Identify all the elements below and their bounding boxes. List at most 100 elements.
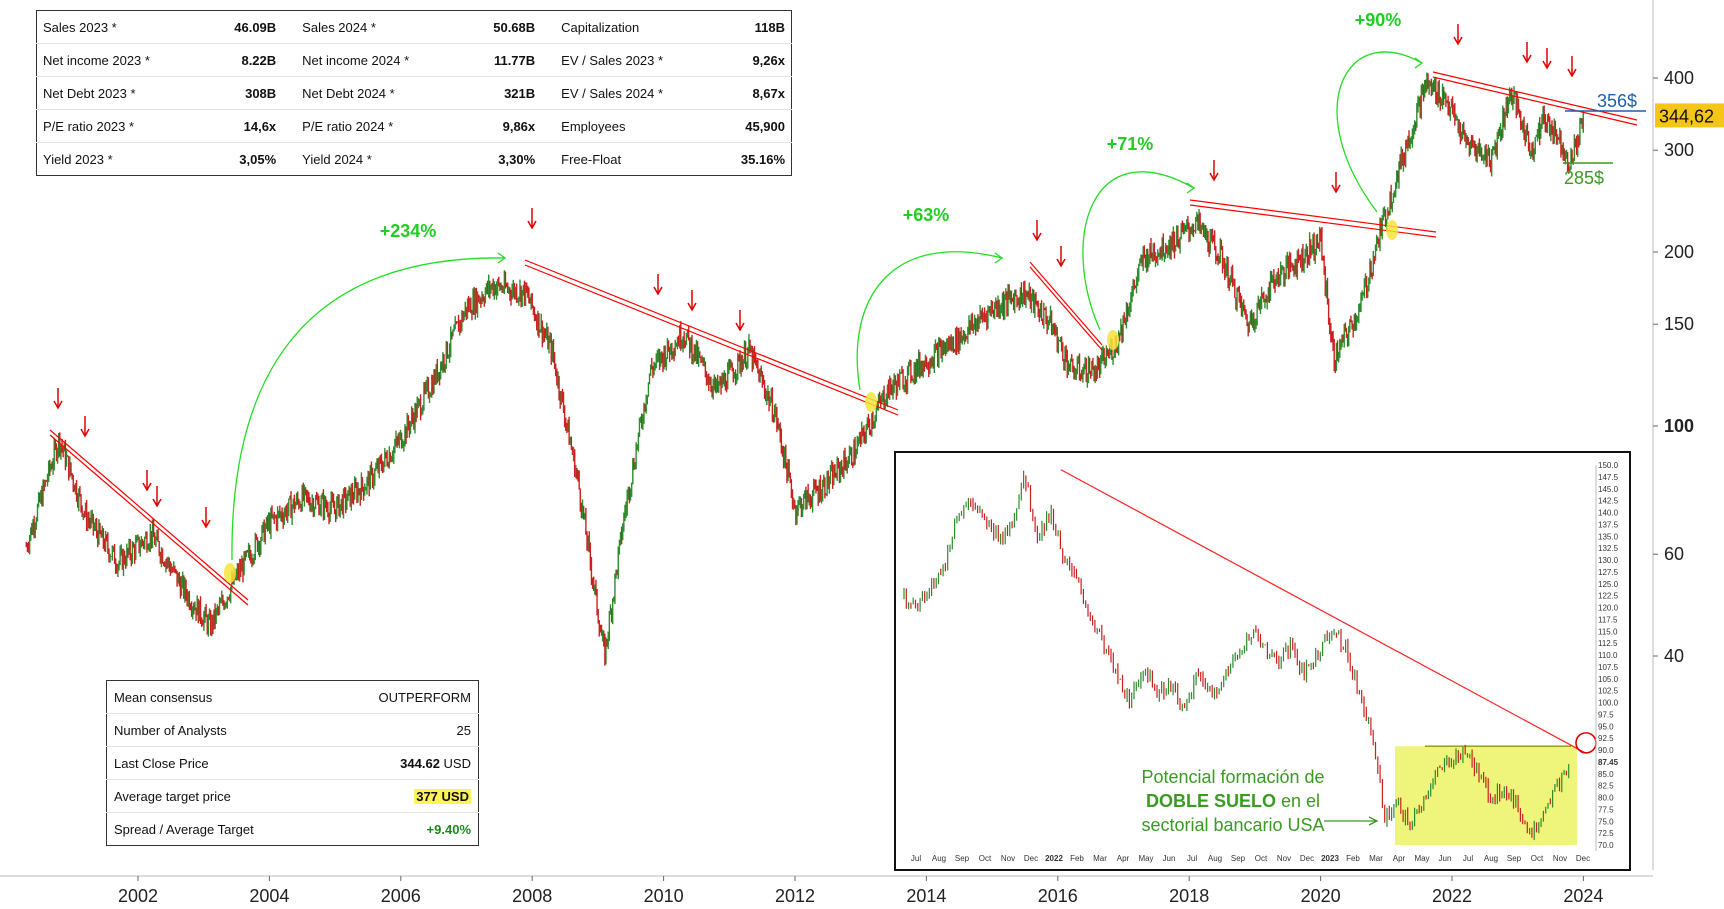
x-tick-label: 2016 bbox=[1038, 886, 1078, 906]
down-arrow-icon bbox=[1453, 24, 1463, 46]
inset-layer: 150.0 147.5 145.0 142.5 140.0 137.5 135.0 132.5… bbox=[903, 461, 1619, 863]
inset-y-tick-label: 120.0 bbox=[1598, 604, 1619, 613]
x-tick-label: 2010 bbox=[644, 886, 684, 906]
fundamentals-table: Sales 2023 * 46.09B Sales 2024 * 50.68B Capi… bbox=[36, 10, 792, 176]
inset-x-tick-label: Aug bbox=[1484, 854, 1498, 863]
y-tick-label: 60 bbox=[1664, 544, 1684, 564]
gain-label: +234% bbox=[380, 221, 437, 241]
gain-arc bbox=[1082, 171, 1195, 331]
inset-trendline bbox=[1060, 469, 1587, 754]
metric-value: 8.22B bbox=[202, 43, 297, 77]
metric-value: 14,6x bbox=[202, 109, 297, 143]
inset-x-tick-label: Jun bbox=[1163, 854, 1176, 863]
inset-x-tick-label: Jul bbox=[911, 854, 921, 863]
consensus-label: Spread / Average Target bbox=[114, 821, 254, 837]
trendline bbox=[1029, 261, 1103, 346]
inset-y-tick-label: 107.5 bbox=[1598, 663, 1619, 672]
inset-y-tick-label: 117.5 bbox=[1598, 615, 1618, 624]
gain-arc-head bbox=[497, 252, 507, 264]
trendline bbox=[49, 434, 249, 606]
target-value: 377 bbox=[416, 788, 438, 804]
gain-arc-head bbox=[1414, 57, 1424, 69]
trendline bbox=[1189, 204, 1437, 238]
arrow-head bbox=[53, 400, 63, 410]
inset-y-tick-label: 140.0 bbox=[1598, 509, 1619, 518]
inset-x-tick-label: Nov bbox=[1553, 854, 1567, 863]
y-tick-label: 200 bbox=[1664, 242, 1694, 262]
down-arrow-icon bbox=[1567, 56, 1577, 78]
inset-y-tick-label: 105.0 bbox=[1598, 675, 1619, 684]
x-tick-label: 2024 bbox=[1563, 886, 1603, 906]
target-356-label: 356$ bbox=[1597, 91, 1637, 111]
metric-value: 3,30% bbox=[498, 151, 536, 167]
metric-label: Net Debt 2024 * bbox=[296, 76, 462, 110]
down-arrow-icon bbox=[1032, 220, 1042, 242]
consensus-row: Number of Analysts 25 bbox=[106, 713, 479, 747]
arrow-head bbox=[1331, 184, 1341, 194]
target-cell: 377 USD bbox=[326, 779, 479, 813]
inset-x-tick-label: Feb bbox=[1070, 854, 1084, 863]
x-tick-label: 2014 bbox=[906, 886, 946, 906]
x-tick-label: 2020 bbox=[1301, 886, 1341, 906]
arrow-head bbox=[1542, 60, 1552, 70]
arrow-head bbox=[152, 498, 162, 508]
trendline bbox=[1029, 266, 1103, 351]
inset-x-tick-label: Feb bbox=[1346, 854, 1360, 863]
gain-arc bbox=[231, 257, 506, 561]
inset-y-tick-label: 147.5 bbox=[1598, 473, 1619, 482]
metric-value: 35.16% bbox=[740, 151, 785, 167]
gain-arc-head bbox=[994, 252, 1004, 264]
gain-arc-head bbox=[1186, 182, 1196, 194]
x-tick-label: 2004 bbox=[249, 886, 289, 906]
x-tick-label: 2018 bbox=[1169, 886, 1209, 906]
down-arrow-icon bbox=[527, 208, 537, 230]
inset-y-tick-label: 125.0 bbox=[1598, 580, 1619, 589]
inset-x-tick-label: Mar bbox=[1369, 854, 1383, 863]
down-arrow-icon bbox=[1331, 172, 1341, 194]
metric-value: 118B bbox=[713, 10, 792, 44]
down-arrow-icon bbox=[142, 470, 152, 492]
inset-y-tick-label: 95.0 bbox=[1598, 722, 1614, 731]
last-price-label: 344,62 bbox=[1659, 106, 1714, 126]
arrow-head bbox=[527, 220, 537, 230]
metric-label: EV / Sales 2023 * bbox=[555, 43, 714, 77]
down-arrow-icon bbox=[152, 486, 162, 508]
metric-value: 46.09B bbox=[202, 10, 297, 44]
metric-label: Net income 2023 * bbox=[36, 43, 203, 77]
inset-x-tick-label: Aug bbox=[1208, 854, 1222, 863]
breakout-circle bbox=[1575, 732, 1597, 754]
down-arrow-icon bbox=[53, 388, 63, 410]
arrow-head bbox=[653, 286, 663, 296]
x-tick-label: 2022 bbox=[1432, 886, 1472, 906]
metric-label: EV / Sales 2024 * bbox=[555, 76, 714, 110]
inset-x-tick-label: Nov bbox=[1277, 854, 1291, 863]
metric-label: Sales 2023 * bbox=[36, 10, 203, 44]
gain-label: +71% bbox=[1107, 134, 1154, 154]
inset-x-tick-label: Jul bbox=[1463, 854, 1473, 863]
y-tick-label: 100 bbox=[1664, 416, 1694, 436]
metric-label: Employees bbox=[555, 109, 714, 143]
inset-y-tick-label: 77.5 bbox=[1598, 805, 1614, 814]
inset-title-line2: DOBLE SUELO en el bbox=[1146, 791, 1320, 811]
inset-y-tick-label: 137.5 bbox=[1598, 520, 1619, 529]
inset-x-tick-label: Dec bbox=[1576, 854, 1590, 863]
x-tick-label: 2006 bbox=[381, 886, 421, 906]
inset-y-tick-label: 85.0 bbox=[1598, 770, 1614, 779]
inset-x-tick-label: Oct bbox=[1255, 854, 1268, 863]
inset-x-tick-label: Oct bbox=[979, 854, 992, 863]
arrow-head bbox=[735, 322, 745, 332]
inset-y-tick-label: 100.0 bbox=[1598, 699, 1619, 708]
inset-x-tick-label: Dec bbox=[1300, 854, 1314, 863]
breakout-marker bbox=[1107, 330, 1119, 350]
breakout-marker bbox=[865, 392, 877, 412]
inset-y-tick-label: 92.5 bbox=[1598, 734, 1614, 743]
arrow-head bbox=[142, 482, 152, 492]
x-tick-label: 2008 bbox=[512, 886, 552, 906]
down-arrow-icon bbox=[653, 274, 663, 296]
fundamentals-row: Net Debt 2023 * 308B Net Debt 2024 * 321B EV… bbox=[36, 76, 792, 110]
last-close-cell: 344.62 USD bbox=[326, 746, 479, 780]
price-series-layer bbox=[25, 72, 1584, 666]
gain-label: +63% bbox=[903, 205, 950, 225]
metric-label: P/E ratio 2023 * bbox=[36, 109, 203, 143]
y-tick-label: 400 bbox=[1664, 68, 1694, 88]
